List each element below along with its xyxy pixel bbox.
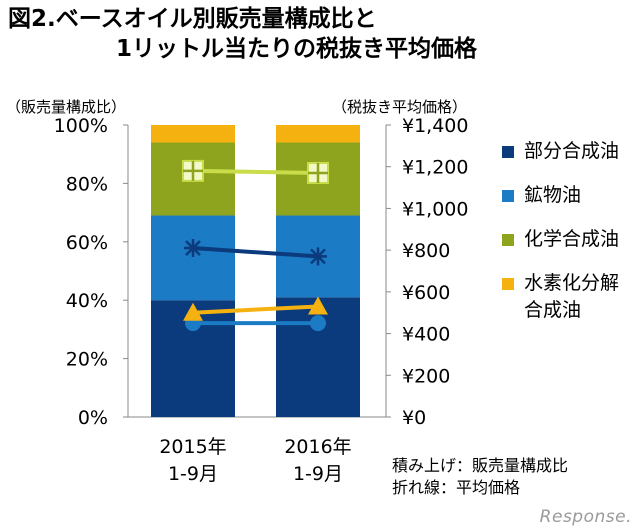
y2-tick-label: ¥800 [402,240,450,262]
legend-item: 化学合成油 [502,226,636,253]
y-tick-label: 20% [66,349,108,371]
price-line [192,168,319,175]
chart-title-line1: 図2.ベースオイル別販売量構成比と [8,6,377,32]
legend-label: 化学合成油 [524,228,620,250]
y-tick-label: 0% [78,407,108,429]
bar-segment [151,215,235,301]
legend-swatch [502,146,514,158]
legend-label: 部分合成油 [524,140,620,162]
legend-swatch [502,278,514,290]
x-tick-label: 1-9月 [293,463,343,485]
note-line: 折れ線：平均価格 [392,478,521,497]
price-marker-circle [310,315,326,332]
x-tick-label: 1-9月 [168,463,218,485]
legend-label: 水素化分解 [524,272,620,294]
y2-tick-label: ¥1,000 [402,198,468,220]
price-line [192,304,319,315]
chart-note: 積み上げ：販売量構成比 折れ線：平均価格 [392,455,568,499]
legend-swatch [502,190,514,202]
x-tick-label: 2015年 [159,436,226,458]
y-tick-label: 80% [66,173,108,195]
y2-tick-label: ¥0 [402,407,426,429]
legend-item: 部分合成油 [502,138,636,165]
price-marker-triangle [183,302,203,321]
y2-axis-title: （税抜き平均価格） [332,98,468,116]
y2-tick-label: ¥200 [402,365,450,387]
y2-tick-label: ¥1,400 [402,115,468,137]
price-marker-star [184,239,202,258]
legend-label: 鉱物油 [524,184,582,206]
y-tick-label: 40% [66,290,108,312]
y-tick-label: 60% [66,232,108,254]
y-axis-title: （販売量構成比） [6,98,127,116]
price-marker-plus [308,162,328,183]
y2-tick-label: ¥600 [402,282,450,304]
legend-label: 合成油 [524,299,582,321]
price-marker-triangle [308,296,328,315]
price-line [192,246,319,259]
legend-item: 鉱物油 [502,182,636,209]
price-marker-star [309,247,327,266]
bar-segment [276,125,360,143]
note-stack: 積み上げ：販売量構成比 [392,456,569,475]
chart-title: 図2.ベースオイル別販売量構成比と 1リットル当たりの税抜き平均価格 [8,4,477,64]
y-tick-label: 100% [54,115,108,137]
legend-item: 水素化分解 合成油 [502,270,636,324]
chart-legend: 部分合成油 鉱物油 化学合成油 水素化分解 合成油 [502,138,636,341]
price-marker-plus [183,160,203,181]
watermark: Response. [539,507,632,527]
chart-title-line2: 1リットル当たりの税抜き平均価格 [116,36,478,62]
x-tick-label: 2016年 [284,436,351,458]
bar-segment [151,125,235,143]
y2-tick-label: ¥1,200 [402,157,468,179]
legend-swatch [502,234,514,246]
y2-tick-label: ¥400 [402,324,450,346]
